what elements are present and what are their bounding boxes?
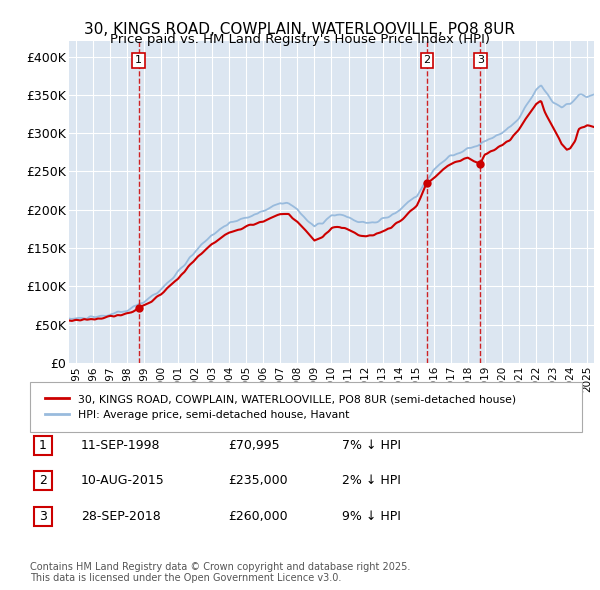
Text: 1: 1: [39, 439, 47, 452]
Text: 11-SEP-1998: 11-SEP-1998: [81, 439, 161, 452]
Text: 2: 2: [424, 55, 431, 65]
Text: 2% ↓ HPI: 2% ↓ HPI: [342, 474, 401, 487]
Text: 28-SEP-2018: 28-SEP-2018: [81, 510, 161, 523]
Text: 10-AUG-2015: 10-AUG-2015: [81, 474, 165, 487]
Text: 30, KINGS ROAD, COWPLAIN, WATERLOOVILLE, PO8 8UR: 30, KINGS ROAD, COWPLAIN, WATERLOOVILLE,…: [85, 22, 515, 37]
Text: Contains HM Land Registry data © Crown copyright and database right 2025.
This d: Contains HM Land Registry data © Crown c…: [30, 562, 410, 584]
Text: 1: 1: [135, 55, 142, 65]
Text: 7% ↓ HPI: 7% ↓ HPI: [342, 439, 401, 452]
Text: 3: 3: [477, 55, 484, 65]
Text: £235,000: £235,000: [228, 474, 287, 487]
Legend: 30, KINGS ROAD, COWPLAIN, WATERLOOVILLE, PO8 8UR (semi-detached house), HPI: Ave: 30, KINGS ROAD, COWPLAIN, WATERLOOVILLE,…: [41, 390, 520, 424]
Text: Price paid vs. HM Land Registry's House Price Index (HPI): Price paid vs. HM Land Registry's House …: [110, 33, 490, 46]
Text: 2: 2: [39, 474, 47, 487]
Text: 3: 3: [39, 510, 47, 523]
Text: £260,000: £260,000: [228, 510, 287, 523]
Text: 9% ↓ HPI: 9% ↓ HPI: [342, 510, 401, 523]
Text: £70,995: £70,995: [228, 439, 280, 452]
